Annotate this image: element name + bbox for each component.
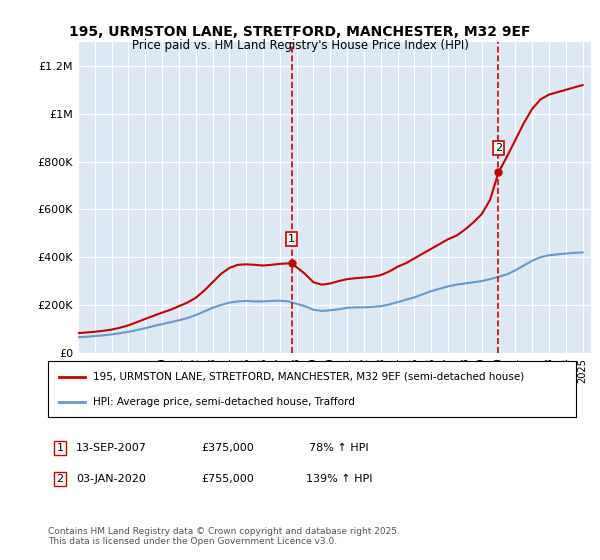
Text: 2: 2: [56, 474, 64, 484]
Text: Contains HM Land Registry data © Crown copyright and database right 2025.
This d: Contains HM Land Registry data © Crown c…: [48, 526, 400, 546]
Text: HPI: Average price, semi-detached house, Trafford: HPI: Average price, semi-detached house,…: [93, 396, 355, 407]
Text: Price paid vs. HM Land Registry's House Price Index (HPI): Price paid vs. HM Land Registry's House …: [131, 39, 469, 52]
Text: 2: 2: [495, 143, 502, 153]
Text: 13-SEP-2007: 13-SEP-2007: [76, 443, 146, 453]
Text: 03-JAN-2020: 03-JAN-2020: [76, 474, 146, 484]
Text: 195, URMSTON LANE, STRETFORD, MANCHESTER, M32 9EF: 195, URMSTON LANE, STRETFORD, MANCHESTER…: [69, 25, 531, 39]
Text: £375,000: £375,000: [202, 443, 254, 453]
Text: 1: 1: [56, 443, 64, 453]
Text: 1: 1: [288, 234, 295, 244]
Text: 139% ↑ HPI: 139% ↑ HPI: [306, 474, 372, 484]
Text: 195, URMSTON LANE, STRETFORD, MANCHESTER, M32 9EF (semi-detached house): 195, URMSTON LANE, STRETFORD, MANCHESTER…: [93, 372, 524, 382]
Text: £755,000: £755,000: [202, 474, 254, 484]
Text: 78% ↑ HPI: 78% ↑ HPI: [309, 443, 369, 453]
